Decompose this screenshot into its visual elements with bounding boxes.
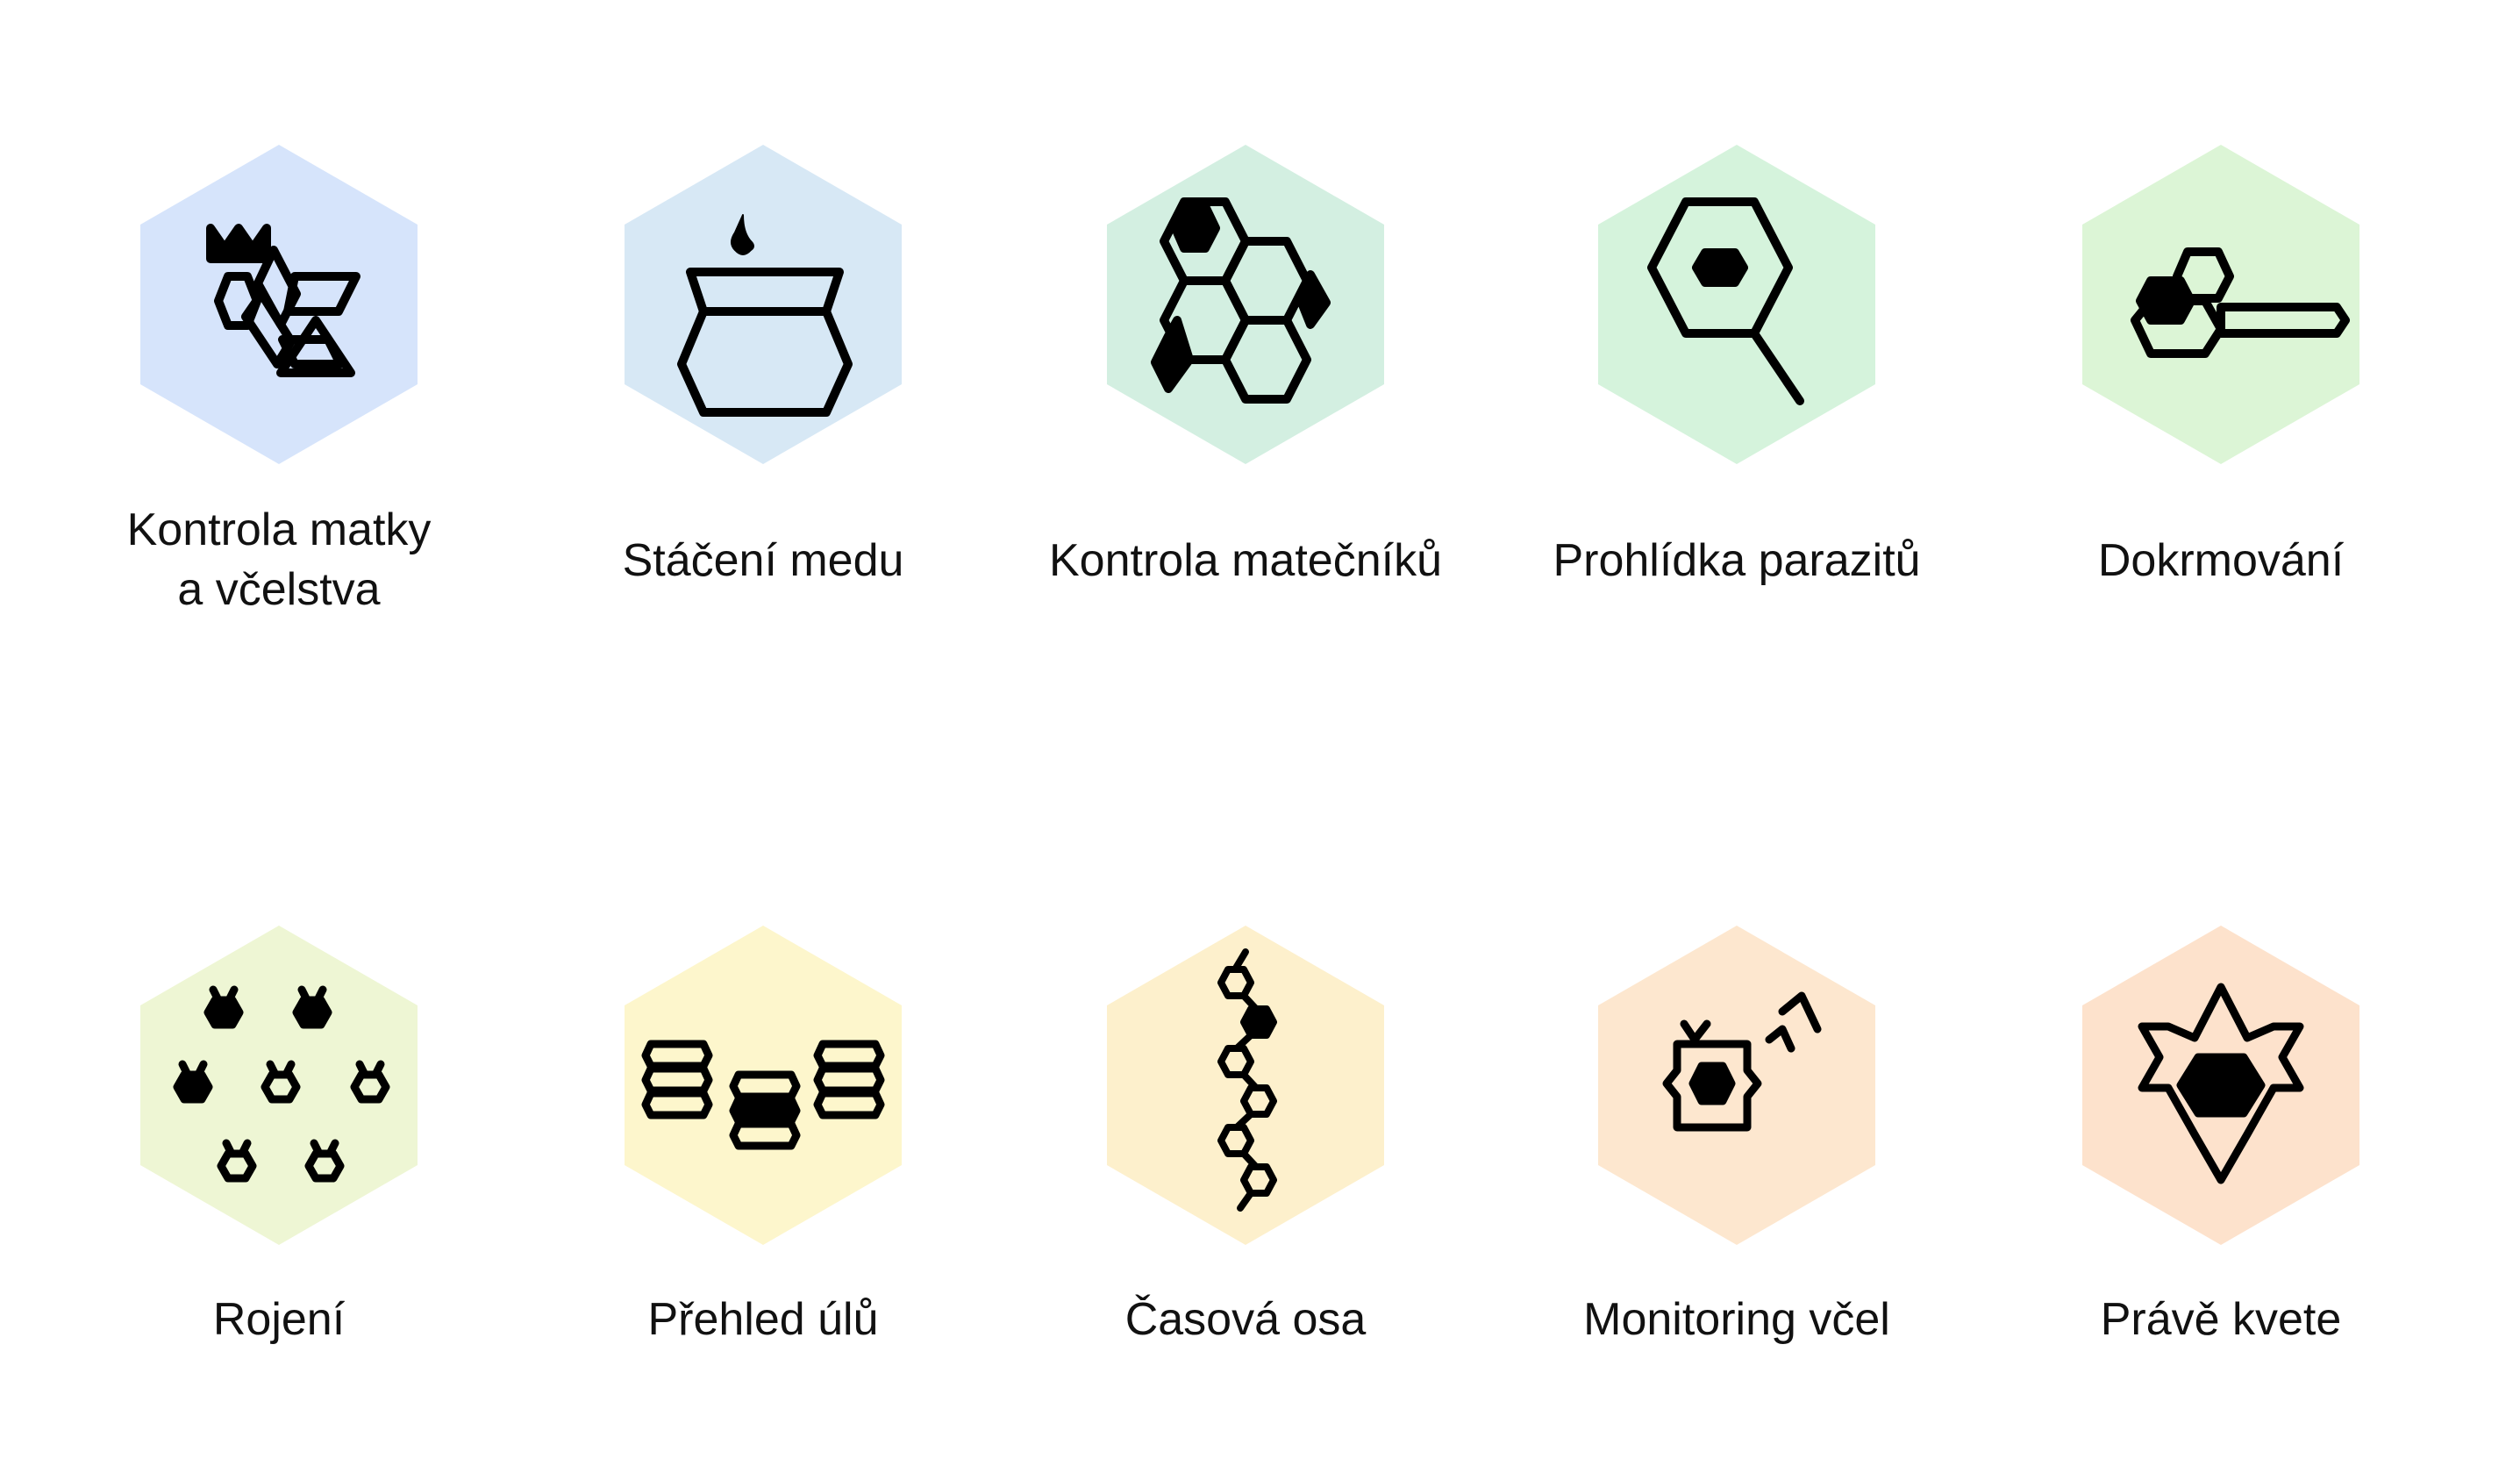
timeline-tile-hexagon bbox=[1107, 926, 1384, 1245]
flower-icon bbox=[2138, 983, 2304, 1184]
tile-label: Stáčení medu bbox=[622, 535, 904, 586]
hexagon-background bbox=[1598, 926, 1875, 1245]
queen-bee-icon bbox=[206, 224, 361, 377]
feeder-icon bbox=[2131, 247, 2350, 358]
tile-label: Kontrola matečníků bbox=[1048, 535, 1443, 586]
hives-tile-hexagon bbox=[625, 926, 902, 1245]
tile-label: Kontrola matky a včelstva bbox=[126, 504, 432, 615]
magnifier-icon bbox=[1647, 197, 1804, 405]
queen-cells-icon bbox=[1151, 197, 1331, 404]
tile-label: Přehled úlů bbox=[647, 1294, 879, 1345]
queen-tile-hexagon bbox=[140, 145, 418, 464]
parasites-tile-hexagon bbox=[1598, 145, 1875, 464]
honey-tile-hexagon bbox=[625, 145, 902, 464]
tile-label: Právě kvete bbox=[2100, 1294, 2342, 1345]
tile-label: Rojení bbox=[212, 1294, 346, 1345]
hexagon-background bbox=[1598, 145, 1875, 464]
hexagon-background bbox=[1107, 926, 1384, 1245]
cells-tile-hexagon bbox=[1107, 145, 1384, 464]
monitoring-tile-hexagon bbox=[1598, 926, 1875, 1245]
hexagon-background bbox=[1107, 145, 1384, 464]
swarm-icon bbox=[173, 985, 390, 1183]
hives-overview-icon bbox=[641, 1040, 885, 1150]
monitoring-icon bbox=[1662, 991, 1822, 1132]
tile-label: Monitoring včel bbox=[1583, 1294, 1890, 1345]
swarming-tile-hexagon bbox=[140, 926, 418, 1245]
timeline-icon bbox=[1217, 948, 1277, 1212]
bloom-tile-hexagon bbox=[2082, 926, 2359, 1245]
hexagon-background bbox=[625, 926, 902, 1245]
hexagon-background bbox=[140, 145, 418, 464]
tile-label: Časová osa bbox=[1124, 1294, 1367, 1345]
honey-jar-icon bbox=[677, 214, 853, 417]
tile-label: Dokrmování bbox=[2097, 535, 2345, 586]
feeding-tile-hexagon bbox=[2082, 145, 2359, 464]
tile-label: Prohlídka parazitů bbox=[1553, 535, 1921, 586]
